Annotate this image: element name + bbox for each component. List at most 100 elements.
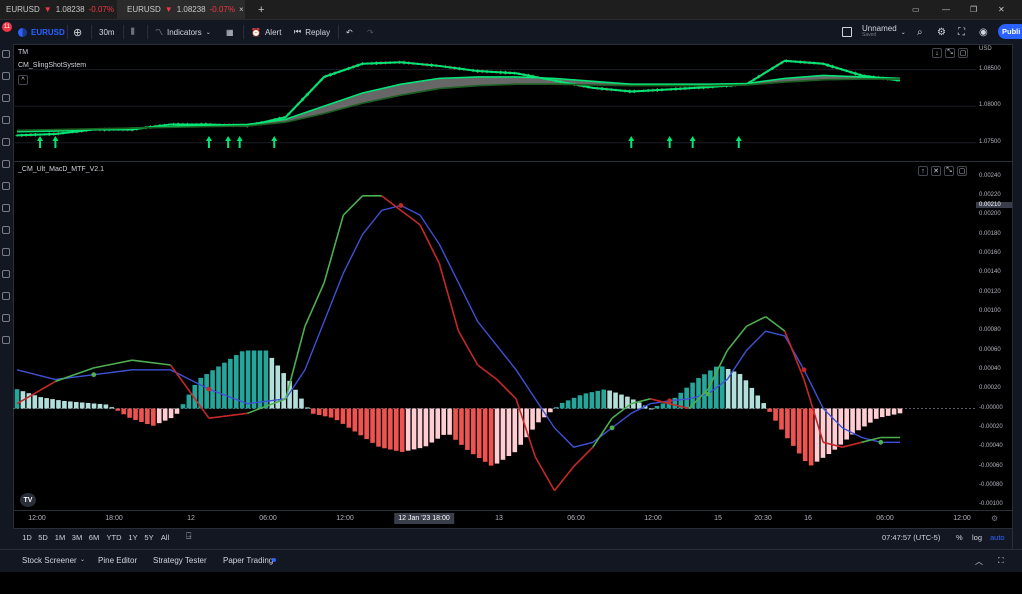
range-button-1y[interactable]: 1Y <box>128 533 138 542</box>
measure-tool-icon[interactable] <box>2 226 10 234</box>
tab-close-icon[interactable]: × <box>238 5 244 14</box>
collapse-pane-icon[interactable]: ⤡ <box>945 48 955 58</box>
indicators-button[interactable]: 〽 Indicators ⌄ <box>155 24 211 40</box>
symbol-search-button[interactable]: EURUSD <box>18 24 65 40</box>
magnet-tool-icon[interactable] <box>2 270 10 278</box>
move-pane-down-icon[interactable]: ↓ <box>932 48 942 58</box>
redo-icon[interactable]: ↷ <box>367 27 374 37</box>
price-pane[interactable] <box>13 44 976 161</box>
maximize-pane-icon[interactable]: ▢ <box>958 48 968 58</box>
templates-grid-icon[interactable]: ▦ <box>226 27 234 37</box>
fib-tool-icon[interactable] <box>2 94 10 102</box>
prediction-tool-icon[interactable] <box>2 182 10 190</box>
range-button-ytd[interactable]: YTD <box>106 533 122 542</box>
macd-line-segment <box>457 330 479 366</box>
axis-settings-gear-icon[interactable]: ⚙ <box>991 514 999 523</box>
macd-tick-label: 0.00160 <box>979 249 1001 256</box>
range-button-5d[interactable]: 5D <box>38 533 48 542</box>
notification-badge[interactable]: 11 <box>2 22 12 32</box>
minimize-icon[interactable]: — <box>942 5 950 14</box>
fullscreen-icon[interactable]: ⛶ <box>958 26 965 38</box>
clock-timezone[interactable]: 07:47:57 (UTC-5) <box>882 533 941 542</box>
range-button-3m[interactable]: 3M <box>71 533 83 542</box>
tab-stock-screener[interactable]: Stock Screener <box>22 556 77 565</box>
collapse-panel-icon[interactable]: ︿ <box>975 557 983 566</box>
buy-arrow-icon <box>735 136 742 148</box>
tab-strategy-tester[interactable]: Strategy Tester <box>153 556 207 565</box>
slingshot-legend[interactable]: CM_SlingShotSystem <box>18 62 87 69</box>
trendline-tool-icon[interactable] <box>2 72 10 80</box>
layout-menu[interactable]: Unnamed Saved ⌄ <box>842 24 906 40</box>
auto-scale-toggle[interactable]: auto <box>990 533 1005 542</box>
collapse-pane-icon[interactable]: ⤡ <box>944 166 954 176</box>
candle-type-icon[interactable]: ⫼ <box>131 27 135 36</box>
lock-tool-icon[interactable] <box>2 292 10 300</box>
maximize-panel-icon[interactable]: ⛶ <box>998 556 1004 565</box>
alert-button[interactable]: ⏰ Alert <box>251 24 281 40</box>
indicators-label: Indicators <box>167 27 202 37</box>
time-axis[interactable] <box>13 510 1012 529</box>
tab-paper-trading[interactable]: Paper Trading <box>223 556 274 565</box>
chevron-down-icon[interactable]: ⌄ <box>80 557 86 563</box>
pattern-tool-icon[interactable] <box>2 160 10 168</box>
time-tick-label: 12 <box>187 515 195 522</box>
camera-icon[interactable]: ◉ <box>979 26 988 38</box>
pane-divider[interactable] <box>13 161 1012 162</box>
histogram-bar <box>826 408 832 455</box>
undo-icon[interactable]: ↶ <box>346 27 353 37</box>
histogram-bar <box>785 408 790 439</box>
histogram-bar <box>482 408 488 462</box>
close-pane-icon[interactable]: ✕ <box>931 166 941 176</box>
cross-dot <box>878 439 884 445</box>
histogram-bar <box>352 408 358 432</box>
new-tab-button[interactable]: + <box>258 3 265 16</box>
tab-price: 1.08238 <box>176 5 206 14</box>
macd-pane[interactable] <box>13 162 976 510</box>
range-button-1d[interactable]: 1D <box>22 533 32 542</box>
slingshot-line <box>16 59 901 137</box>
histogram-bar <box>293 389 298 409</box>
close-window-icon[interactable]: ✕ <box>998 5 1005 14</box>
crosshair-tool-icon[interactable] <box>2 50 10 58</box>
text-tool-icon[interactable] <box>2 138 10 146</box>
move-pane-up-icon[interactable]: ↑ <box>918 166 928 176</box>
range-button-1m[interactable]: 1M <box>54 533 66 542</box>
gear-icon[interactable]: ⚙ <box>937 26 946 38</box>
search-icon[interactable]: ⌕ <box>917 26 923 38</box>
browser-tab-1[interactable]: EURUSD ▼ 1.08238 -0.07% × <box>0 0 123 19</box>
compare-plus-icon[interactable]: ⊕ <box>73 26 83 39</box>
tab-pine-editor[interactable]: Pine Editor <box>98 556 138 565</box>
histogram-bar <box>850 408 855 435</box>
percent-scale-toggle[interactable]: % <box>956 533 963 542</box>
main-series-legend[interactable]: TM <box>18 49 29 56</box>
currency-label[interactable]: USD <box>979 46 992 52</box>
tradingview-logo-icon[interactable]: TV <box>20 493 36 507</box>
shapes-tool-icon[interactable] <box>2 204 10 212</box>
range-button-6m[interactable]: 6M <box>88 533 100 542</box>
trash-tool-icon[interactable] <box>2 336 10 344</box>
publish-button[interactable]: Publi <box>998 24 1022 39</box>
brush-tool-icon[interactable] <box>2 116 10 124</box>
alert-label: Alert <box>264 27 282 37</box>
histogram-bar <box>251 350 257 409</box>
zoom-tool-icon[interactable] <box>2 248 10 256</box>
range-bar <box>13 528 1012 549</box>
browser-tab-2[interactable]: EURUSD ▼ 1.08238 -0.07% × <box>117 0 245 19</box>
interval-button[interactable]: 30m <box>99 27 115 37</box>
replay-button[interactable]: ⏮ Replay <box>294 24 330 40</box>
collapse-legend-button[interactable]: ^ <box>18 75 28 85</box>
macd-legend[interactable]: _CM_Ult_MacD_MTF_V2.1 <box>18 166 104 173</box>
log-scale-toggle[interactable]: log <box>972 533 983 542</box>
price-axis[interactable] <box>976 44 1012 510</box>
eye-tool-icon[interactable] <box>2 314 10 322</box>
cross-dot <box>705 391 711 397</box>
goto-date-icon[interactable]: ⍈ <box>186 531 192 541</box>
window-layout-icon[interactable]: ▭ <box>912 5 920 14</box>
histogram-bar <box>719 366 725 409</box>
range-button-all[interactable]: All <box>160 533 170 542</box>
maximize-pane-icon[interactable]: ▢ <box>957 166 967 176</box>
macd-line-segment <box>534 456 556 492</box>
buy-arrow-icon <box>37 136 44 148</box>
range-button-5y[interactable]: 5Y <box>144 533 154 542</box>
restore-icon[interactable]: ❐ <box>970 5 978 14</box>
